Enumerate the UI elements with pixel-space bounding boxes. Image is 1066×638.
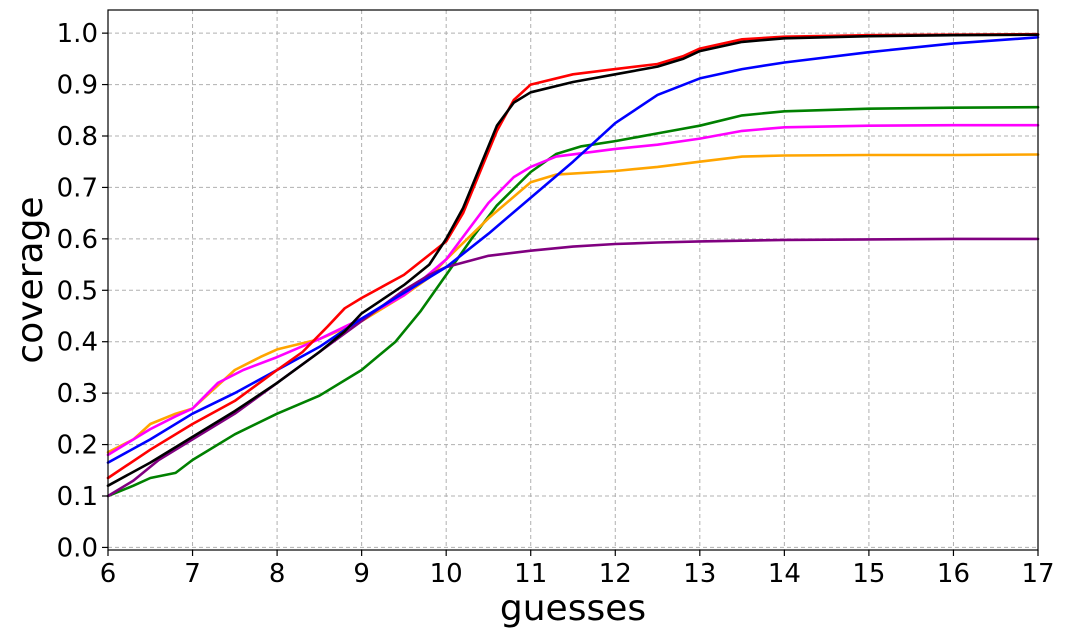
x-tick-label: 11 <box>514 559 547 589</box>
series-line-2 <box>106 153 1040 454</box>
y-tick-label: 0.5 <box>57 276 98 306</box>
x-tick-label: 6 <box>100 559 117 589</box>
y-tick-label: 0.9 <box>57 71 98 101</box>
y-axis: 0.0 0.1 0.2 0.3 0.4 0.5 0.6 0.7 0.8 0.9 1.0 <box>57 19 108 563</box>
x-tick-label: 15 <box>852 559 885 589</box>
y-tick-label: 0.2 <box>57 431 98 461</box>
y-tick-label: 0.8 <box>57 122 98 152</box>
x-tick-label: 9 <box>353 559 370 589</box>
series-layer <box>106 32 1040 498</box>
x-tick-label: 8 <box>269 559 286 589</box>
x-tick-label: 16 <box>937 559 970 589</box>
series-line-6 <box>106 32 1040 480</box>
y-tick-label: 0.7 <box>57 173 98 203</box>
x-tick-label: 12 <box>599 559 632 589</box>
x-tick-label: 14 <box>768 559 801 589</box>
series-line-1 <box>106 105 1040 498</box>
y-tick-label: 0.4 <box>57 328 98 358</box>
grid-layer <box>107 10 1039 550</box>
plot-frame <box>107 9 1039 551</box>
series-line-7 <box>106 33 1040 487</box>
x-tick-label: 7 <box>184 559 201 589</box>
x-tick-label: 13 <box>683 559 716 589</box>
x-axis-label: guesses <box>500 588 646 629</box>
y-tick-label: 1.0 <box>57 19 98 49</box>
x-tick-label: 10 <box>430 559 463 589</box>
x-axis: 6 7 8 9 10 11 12 13 14 15 16 17 <box>100 550 1055 589</box>
y-tick-label: 0.0 <box>57 533 98 563</box>
y-axis-label: coverage <box>10 196 51 363</box>
series-line-5 <box>106 36 1040 464</box>
y-tick-label: 0.3 <box>57 379 98 409</box>
y-tick-label: 0.6 <box>57 225 98 255</box>
series-line-3 <box>106 123 1040 457</box>
x-tick-label: 17 <box>1021 559 1054 589</box>
y-tick-label: 0.1 <box>57 482 98 512</box>
